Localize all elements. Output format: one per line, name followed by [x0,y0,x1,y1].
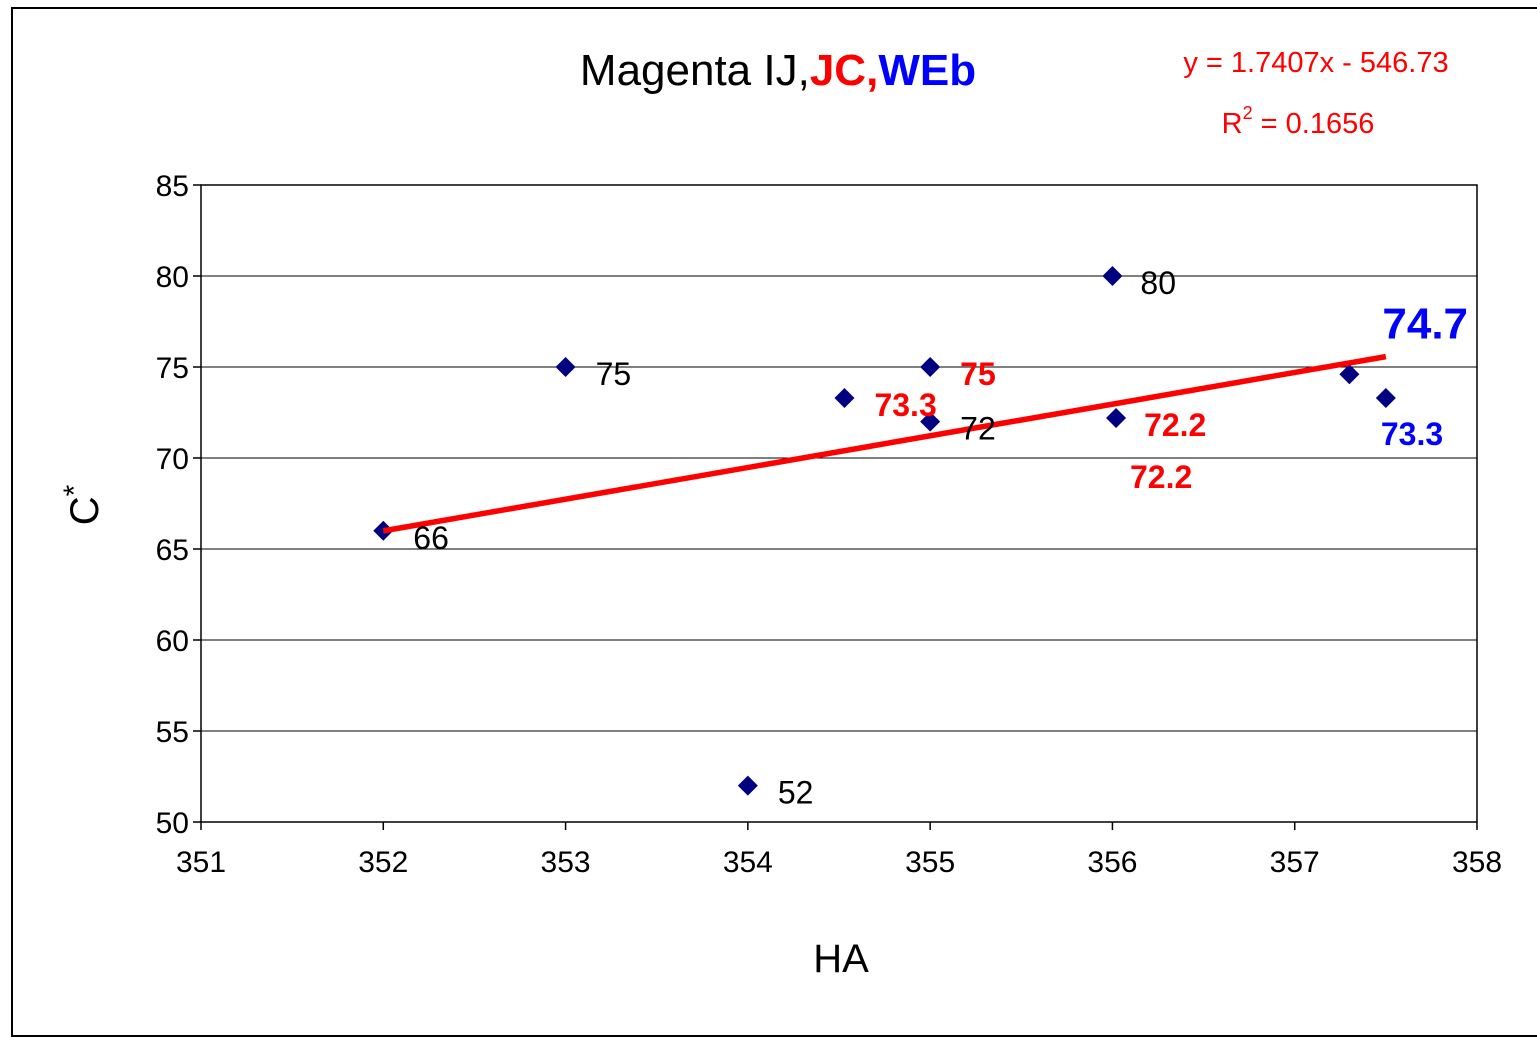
data-label-7: 72.2 [1144,407,1206,443]
y-tick-label-55: 55 [156,716,189,749]
y-axis-label: C* [58,484,107,525]
data-label-6: 80 [1140,265,1176,301]
r-squared-label: R2 = 0.1656 [1222,103,1375,140]
data-label-4: 75 [960,356,996,392]
data-label-5: 72 [960,411,996,447]
x-tick-label-353: 353 [541,846,591,879]
y-tick-label-60: 60 [156,625,189,658]
x-tick-label-352: 352 [358,846,408,879]
plot-area: 50 55 60 65 70 75 80 85 351 352 353 354 355 356 357 358… [156,170,1502,879]
x-tick-label-357: 357 [1270,846,1320,879]
y-tick-label-80: 80 [156,261,189,294]
trendline-equation: y = 1.7407x - 546.73 [1183,47,1448,79]
y-axis-label-sup: * [58,484,91,496]
data-label-3: 73.3 [874,387,936,423]
data-point-9 [1375,387,1396,408]
x-axis-label: HA [813,937,869,981]
trendline [382,353,1387,534]
r2-prefix: R [1222,108,1243,140]
y-tick-label-65: 65 [156,534,189,567]
data-label-1: 75 [596,356,632,392]
y-tick-label-50: 50 [156,807,189,840]
data-point-5 [920,411,941,432]
data-point-6 [1102,266,1123,286]
data-point-3 [834,387,855,408]
x-tick-label-351: 351 [176,846,226,879]
data-label-2: 52 [778,775,814,811]
data-label-9: 73.3 [1381,416,1443,452]
y-tick-label-70: 70 [156,443,189,476]
plot-border [200,184,1478,823]
y-tick-label-85: 85 [156,170,189,203]
data-point-1 [555,357,576,377]
data-label-8: 74.7 [1382,299,1468,348]
x-tick-label-355: 355 [905,846,955,879]
y-axis-label-base: C [63,496,107,525]
x-tick-label-354: 354 [723,846,773,879]
data-point-8 [1339,364,1360,385]
extra-data-label-0: 72.2 [1130,459,1192,495]
title-part-jc: JC, [810,46,878,95]
data-point-4 [920,357,941,377]
x-tick-label-358: 358 [1452,846,1502,879]
title-part-web: WEb [878,46,976,95]
title-part-ij: Magenta IJ, [580,46,810,95]
chart-title: Magenta IJ,JC,WEb [580,46,976,95]
x-tick-label-356: 356 [1087,846,1137,879]
y-tick-label-75: 75 [156,352,189,385]
data-label-0: 66 [413,520,449,556]
r2-value: = 0.1656 [1253,108,1375,140]
r2-superscript: 2 [1243,103,1253,123]
data-point-2 [737,775,758,796]
data-point-7 [1106,407,1127,428]
